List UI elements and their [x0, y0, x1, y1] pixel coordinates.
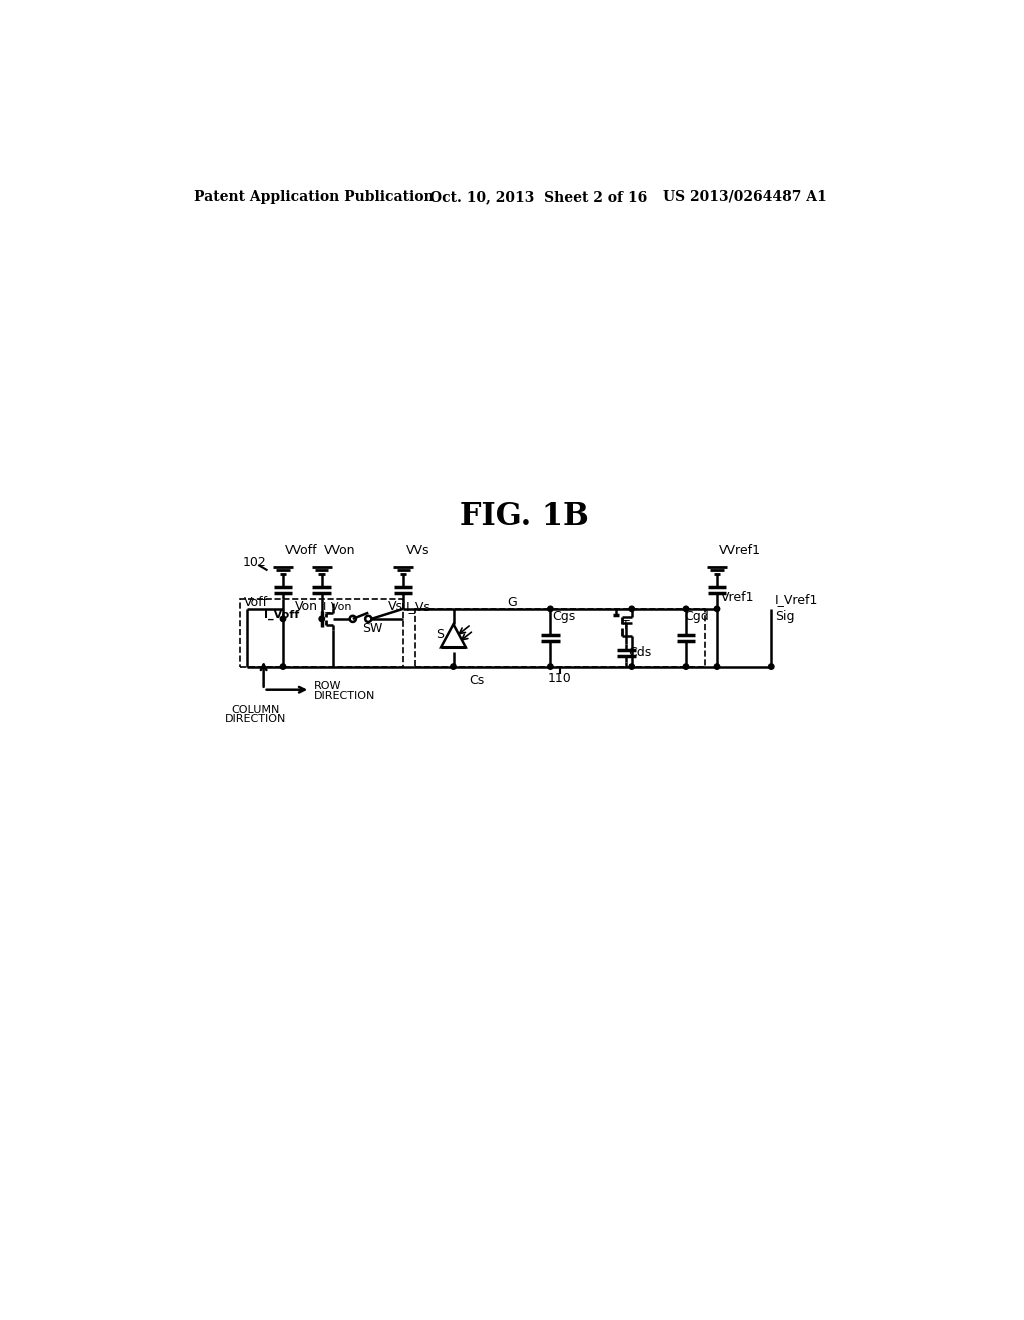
Text: G: G	[508, 597, 517, 610]
Text: Vs: Vs	[388, 601, 402, 612]
Circle shape	[281, 664, 286, 669]
Bar	[241, 599, 403, 667]
Circle shape	[715, 664, 720, 669]
Text: Cgs: Cgs	[553, 610, 575, 623]
Text: VVs: VVs	[406, 544, 429, 557]
Text: S: S	[436, 628, 444, 640]
Text: VVoff: VVoff	[286, 544, 317, 557]
Text: 102: 102	[243, 556, 266, 569]
Circle shape	[451, 664, 457, 669]
Text: Voff: Voff	[245, 597, 268, 610]
Circle shape	[683, 606, 689, 611]
Text: Vref1: Vref1	[721, 591, 755, 603]
Circle shape	[715, 606, 720, 611]
Text: VVref1: VVref1	[719, 544, 761, 557]
Text: DIRECTION: DIRECTION	[225, 714, 287, 725]
Text: I_Vref1: I_Vref1	[775, 593, 818, 606]
Circle shape	[683, 664, 689, 669]
Text: US 2013/0264487 A1: US 2013/0264487 A1	[663, 190, 826, 203]
Text: Von: Von	[295, 601, 317, 612]
Text: T: T	[623, 619, 630, 632]
Bar	[415, 609, 706, 667]
Text: 110: 110	[548, 672, 571, 685]
Text: Cs: Cs	[469, 675, 484, 686]
Circle shape	[548, 606, 553, 611]
Text: Oct. 10, 2013  Sheet 2 of 16: Oct. 10, 2013 Sheet 2 of 16	[430, 190, 647, 203]
Text: SW: SW	[362, 622, 382, 635]
Text: FIG. 1B: FIG. 1B	[461, 502, 589, 532]
Text: I_Vs: I_Vs	[406, 601, 430, 612]
Text: Sig: Sig	[775, 610, 795, 623]
Text: ROW: ROW	[314, 681, 341, 690]
Circle shape	[548, 664, 553, 669]
Text: I_Voff: I_Voff	[263, 610, 299, 620]
Circle shape	[281, 616, 286, 622]
Text: VVon: VVon	[324, 544, 355, 557]
Circle shape	[629, 664, 635, 669]
Circle shape	[629, 606, 635, 611]
Text: DIRECTION: DIRECTION	[314, 690, 376, 701]
Text: Cgd: Cgd	[684, 610, 710, 623]
Circle shape	[319, 616, 325, 622]
Text: Cds: Cds	[629, 647, 652, 659]
Text: I_Von: I_Von	[324, 601, 353, 612]
Text: COLUMN: COLUMN	[231, 705, 280, 715]
Text: Patent Application Publication: Patent Application Publication	[194, 190, 433, 203]
Circle shape	[769, 664, 774, 669]
